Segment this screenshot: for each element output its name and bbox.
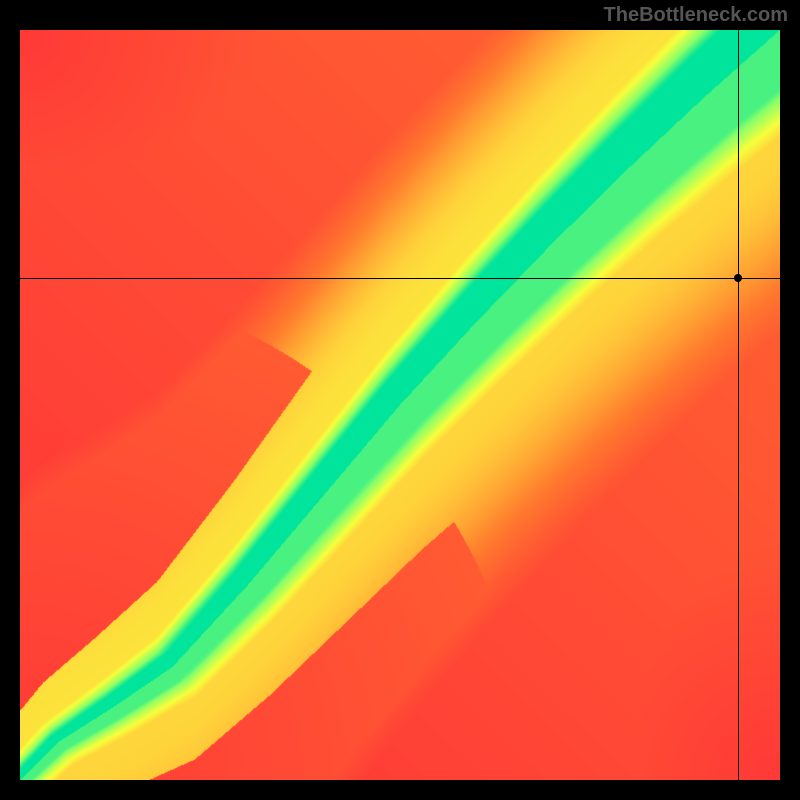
crosshair-vertical (738, 30, 739, 780)
crosshair-marker[interactable] (734, 274, 742, 282)
heatmap-plot (20, 30, 780, 780)
heatmap-canvas (20, 30, 780, 780)
crosshair-horizontal (20, 278, 780, 279)
watermark-text: TheBottleneck.com (604, 4, 788, 27)
